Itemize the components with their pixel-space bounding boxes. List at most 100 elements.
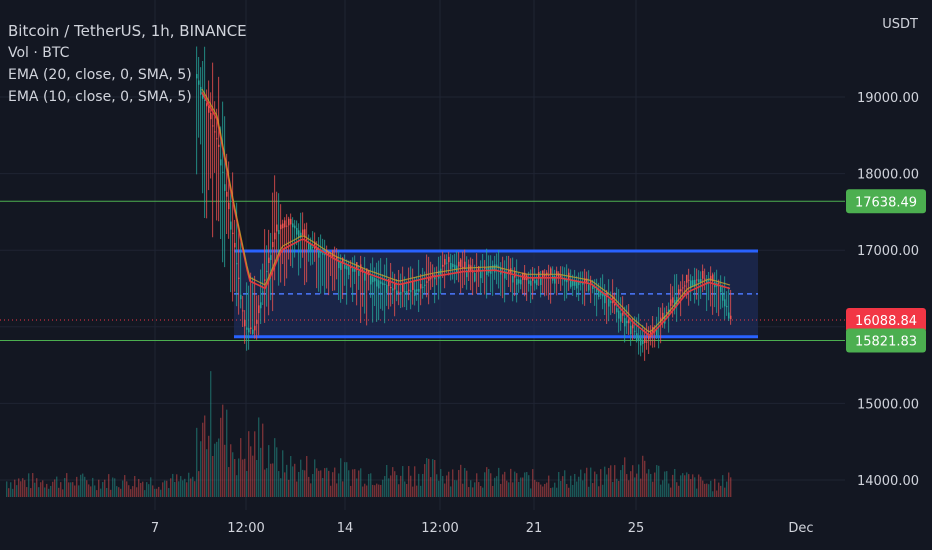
volume-bar bbox=[366, 485, 368, 497]
volume-bar bbox=[446, 475, 448, 497]
candle-body bbox=[466, 269, 468, 278]
candle-body bbox=[408, 289, 410, 291]
candle-body bbox=[610, 301, 612, 303]
volume-bar bbox=[538, 482, 540, 497]
volume-bar bbox=[340, 458, 342, 497]
volume-bar bbox=[386, 464, 388, 497]
ema-20-indicator-label[interactable]: EMA (20, close, 0, SMA, 5) bbox=[8, 67, 192, 83]
volume-bar bbox=[372, 484, 374, 497]
candle-body bbox=[660, 317, 662, 323]
candle-body bbox=[238, 277, 240, 279]
volume-bar bbox=[104, 479, 106, 497]
candle-body bbox=[286, 225, 288, 227]
volume-bar bbox=[148, 484, 150, 497]
candle-body bbox=[446, 262, 448, 264]
volume-bar bbox=[80, 474, 82, 497]
volume-bar bbox=[408, 466, 410, 497]
volume-bar bbox=[50, 485, 52, 497]
volume-bar bbox=[256, 459, 258, 497]
candle-body bbox=[216, 138, 218, 140]
volume-bar bbox=[368, 473, 370, 497]
volume-bar bbox=[642, 455, 644, 497]
volume-bar bbox=[14, 479, 16, 497]
volume-bar bbox=[100, 488, 102, 497]
volume-bar bbox=[226, 409, 228, 497]
candle-body bbox=[720, 286, 722, 293]
volume-bar bbox=[534, 479, 536, 497]
volume-bar bbox=[360, 468, 362, 497]
candle-body bbox=[416, 289, 418, 292]
volume-bar bbox=[622, 465, 624, 497]
volume-bar bbox=[612, 481, 614, 497]
volume-bar bbox=[436, 474, 438, 497]
volume-bar bbox=[396, 475, 398, 497]
volume-bar bbox=[410, 475, 412, 497]
volume-bar bbox=[180, 476, 182, 497]
candle-body bbox=[402, 283, 404, 292]
volume-bar bbox=[464, 468, 466, 497]
volume-indicator-label[interactable]: Vol · BTC bbox=[8, 45, 70, 61]
volume-bar bbox=[98, 479, 100, 497]
volume-bar bbox=[288, 479, 290, 497]
candle-body bbox=[306, 238, 308, 240]
volume-bar bbox=[170, 478, 172, 497]
volume-bar bbox=[26, 487, 28, 497]
ema-20-line bbox=[201, 92, 731, 337]
candle-body bbox=[318, 251, 320, 258]
volume-bar bbox=[336, 483, 338, 497]
candle-body bbox=[570, 279, 572, 287]
volume-bar bbox=[460, 464, 462, 497]
volume-bar bbox=[696, 488, 698, 497]
symbol-title[interactable]: Bitcoin / TetherUS, 1h, BINANCE bbox=[8, 22, 247, 40]
volume-bar bbox=[358, 470, 360, 497]
candle-body bbox=[618, 310, 620, 319]
volume-bar bbox=[32, 473, 34, 497]
volume-bar bbox=[152, 485, 154, 497]
candle-body bbox=[368, 270, 370, 276]
candle-body bbox=[676, 297, 678, 305]
volume-bar bbox=[194, 481, 196, 497]
candle-body bbox=[418, 288, 420, 292]
candle-body bbox=[470, 265, 472, 272]
candle-body bbox=[530, 280, 532, 286]
candle-body bbox=[596, 286, 598, 292]
volume-bar bbox=[468, 487, 470, 497]
volume-bar bbox=[28, 473, 30, 497]
candle-body bbox=[374, 278, 376, 282]
volume-bar bbox=[390, 475, 392, 497]
candle-body bbox=[428, 277, 430, 281]
candle-body bbox=[464, 261, 466, 270]
volume-bar bbox=[602, 484, 604, 497]
candle-body bbox=[384, 283, 386, 285]
volume-bar bbox=[682, 473, 684, 497]
volume-bar bbox=[322, 477, 324, 497]
volume-bar bbox=[192, 476, 194, 497]
volume-bar bbox=[362, 486, 364, 497]
volume-bar bbox=[630, 471, 632, 497]
volume-bar bbox=[108, 474, 110, 497]
volume-bar bbox=[384, 476, 386, 497]
candle-body bbox=[600, 290, 602, 296]
volume-bar bbox=[222, 404, 224, 497]
volume-bar bbox=[416, 485, 418, 497]
candle-body bbox=[246, 327, 248, 330]
volume-bar bbox=[530, 488, 532, 497]
volume-bar bbox=[546, 482, 548, 497]
volume-bar bbox=[76, 476, 78, 497]
candle-body bbox=[210, 112, 212, 120]
volume-bar bbox=[280, 478, 282, 497]
volume-bar bbox=[470, 480, 472, 497]
price-unit-label[interactable]: USDT bbox=[882, 17, 918, 32]
ema-10-line bbox=[201, 88, 731, 333]
volume-bar bbox=[240, 438, 242, 497]
volume-bar bbox=[120, 488, 122, 497]
candle-body bbox=[648, 334, 650, 340]
ema-10-indicator-label[interactable]: EMA (10, close, 0, SMA, 5) bbox=[8, 89, 192, 105]
volume-bar bbox=[570, 475, 572, 497]
volume-bar bbox=[116, 486, 118, 497]
candle-body bbox=[290, 218, 292, 225]
candle-body bbox=[380, 281, 382, 284]
volume-bar bbox=[206, 449, 208, 497]
volume-bar bbox=[220, 417, 222, 497]
